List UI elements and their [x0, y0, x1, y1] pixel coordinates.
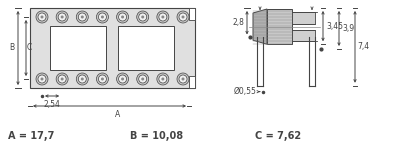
Circle shape [96, 73, 108, 85]
Circle shape [141, 78, 144, 81]
Circle shape [101, 78, 104, 81]
Text: B = 10,08: B = 10,08 [130, 131, 183, 141]
Circle shape [177, 73, 189, 85]
Circle shape [157, 11, 169, 23]
Text: 2,8: 2,8 [232, 18, 244, 27]
Circle shape [78, 13, 86, 21]
Circle shape [76, 73, 88, 85]
Circle shape [161, 78, 164, 81]
Circle shape [137, 11, 149, 23]
Bar [292, 12, 315, 24]
Circle shape [161, 15, 164, 18]
Text: C = 7,62: C = 7,62 [255, 131, 301, 141]
Circle shape [56, 73, 68, 85]
Bar [50, 26, 106, 70]
Circle shape [98, 13, 106, 21]
Circle shape [58, 13, 66, 21]
Bar [189, 8, 195, 20]
Bar [292, 30, 315, 41]
Circle shape [121, 78, 124, 81]
Text: B: B [9, 43, 14, 53]
Circle shape [159, 75, 167, 83]
Circle shape [101, 15, 104, 18]
Text: Ø0,55: Ø0,55 [233, 87, 256, 96]
Circle shape [36, 11, 48, 23]
Circle shape [137, 73, 149, 85]
Circle shape [118, 13, 126, 21]
Circle shape [139, 13, 147, 21]
Circle shape [179, 75, 187, 83]
Circle shape [141, 15, 144, 18]
Circle shape [116, 11, 128, 23]
Circle shape [38, 13, 46, 21]
Bar [118, 26, 174, 70]
Text: 3,45: 3,45 [326, 22, 343, 31]
Circle shape [121, 15, 124, 18]
Bar [267, 9, 292, 44]
Text: A = 17,7: A = 17,7 [8, 131, 54, 141]
Circle shape [40, 78, 44, 81]
Text: A: A [115, 110, 120, 119]
Circle shape [98, 75, 106, 83]
Circle shape [139, 75, 147, 83]
Circle shape [182, 15, 184, 18]
Circle shape [157, 73, 169, 85]
Bar [189, 76, 195, 88]
Text: 3,9: 3,9 [342, 24, 354, 33]
Circle shape [177, 11, 189, 23]
Circle shape [159, 13, 167, 21]
Circle shape [58, 75, 66, 83]
Circle shape [96, 11, 108, 23]
Circle shape [61, 15, 64, 18]
Circle shape [61, 78, 64, 81]
Circle shape [78, 75, 86, 83]
Circle shape [38, 75, 46, 83]
Circle shape [182, 78, 184, 81]
Circle shape [76, 11, 88, 23]
Circle shape [81, 15, 84, 18]
Text: 2,54: 2,54 [44, 100, 60, 109]
Bar [30, 8, 195, 88]
Circle shape [179, 13, 187, 21]
Text: 7,4: 7,4 [357, 42, 369, 51]
Circle shape [116, 73, 128, 85]
Circle shape [36, 73, 48, 85]
Circle shape [40, 15, 44, 18]
Polygon shape [253, 9, 267, 44]
Circle shape [81, 78, 84, 81]
Circle shape [118, 75, 126, 83]
Circle shape [56, 11, 68, 23]
Text: C: C [27, 43, 32, 53]
